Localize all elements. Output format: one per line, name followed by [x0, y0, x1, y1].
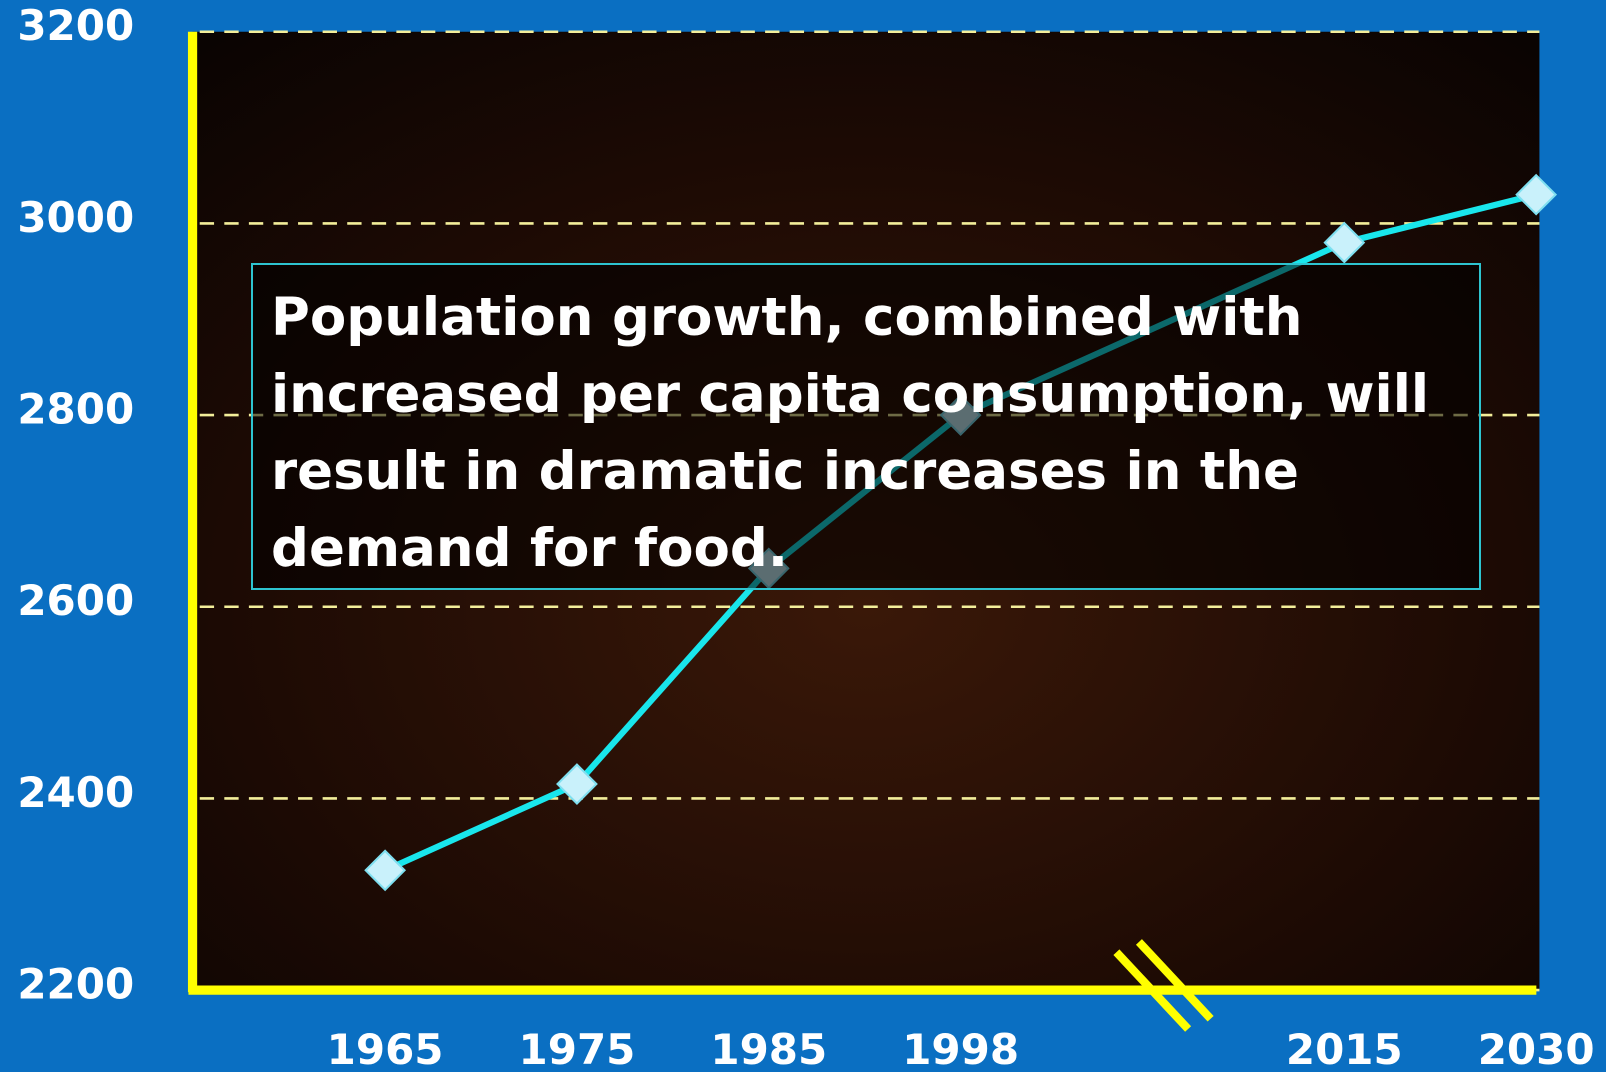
y-tick-label: 2600 [17, 576, 134, 625]
x-tick-label: 1998 [902, 1025, 1019, 1072]
y-tick-label: 2400 [17, 768, 134, 817]
marker [364, 849, 407, 892]
y-tick-label: 2200 [17, 960, 134, 1009]
axis-break [1135, 939, 1214, 1022]
x-tick-label: 1985 [710, 1025, 827, 1072]
x-tick-label: 2015 [1286, 1025, 1403, 1072]
x-tick-label: 2030 [1478, 1025, 1595, 1072]
annotation: Population growth, combined with increas… [251, 263, 1481, 590]
marker [1323, 221, 1366, 264]
y-tick-label: 3200 [17, 1, 134, 50]
x-tick-label: 1975 [519, 1025, 636, 1072]
axis-break [1113, 949, 1192, 1032]
marker [556, 763, 598, 805]
marker [1515, 173, 1558, 216]
x-tick-label: 1965 [327, 1025, 444, 1072]
y-tick-label: 3000 [17, 193, 134, 242]
y-tick-label: 2800 [17, 385, 134, 434]
